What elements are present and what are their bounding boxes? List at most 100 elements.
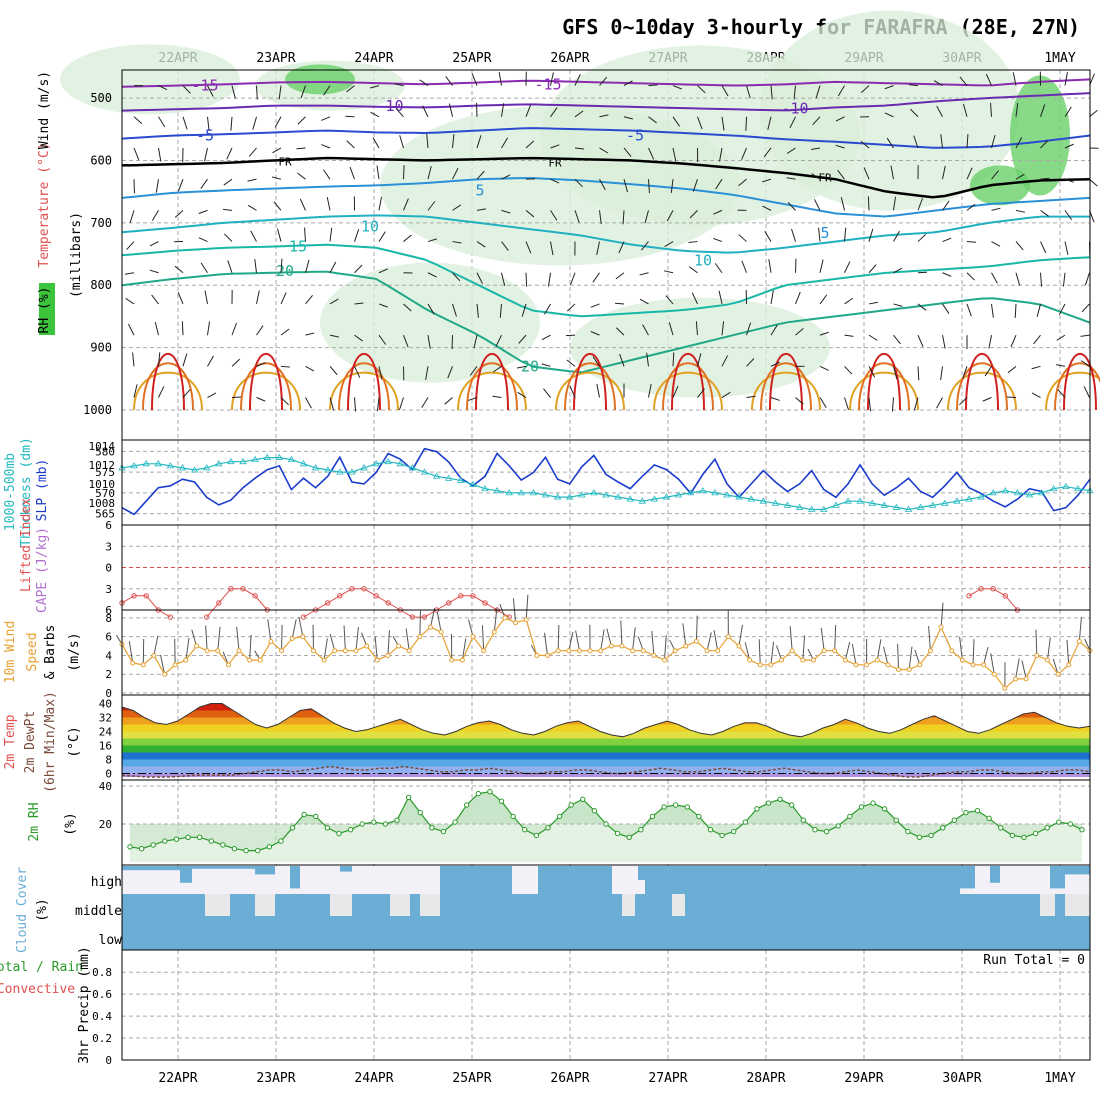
wind-speed-marker <box>470 634 476 640</box>
wind-barb <box>207 321 211 336</box>
wind-barb <box>248 147 257 157</box>
wind-barb <box>473 335 478 349</box>
wind-barb <box>174 265 184 274</box>
cape-panel-label: CAPE (J/kg) <box>35 527 50 613</box>
wind-barb <box>158 116 166 128</box>
upper-panel-label: RH (%) <box>37 287 52 334</box>
temp-tick-label: 0 <box>105 768 112 781</box>
wind-speed-marker <box>438 629 444 635</box>
wind-barb <box>425 366 429 380</box>
wind-barb <box>672 147 677 162</box>
wind-barb <box>427 201 436 211</box>
wind-speed-marker <box>300 634 306 640</box>
isotherm-line <box>121 177 1091 218</box>
wind-barb <box>182 116 188 130</box>
wind-barb <box>444 397 453 405</box>
thickness-marker <box>904 505 913 512</box>
wind-barb <box>795 327 804 336</box>
rh-shading <box>570 297 830 398</box>
wind-barb <box>891 397 894 412</box>
surface-wind-barb <box>914 649 921 665</box>
wind-barb <box>942 200 950 211</box>
wind-barb <box>672 85 682 90</box>
surface-isotherm <box>466 362 518 411</box>
thickness-marker <box>820 505 828 512</box>
wind-barb <box>721 355 729 367</box>
rh-shading <box>60 44 240 115</box>
wind-barb <box>158 85 168 91</box>
wind-speed-marker <box>576 648 582 654</box>
wind-barb <box>746 358 755 367</box>
wind-barb <box>1040 104 1046 117</box>
wind-barb <box>819 365 829 371</box>
wind-barb <box>917 233 927 242</box>
cloud-panel-label: (%) <box>35 898 50 921</box>
surface-isotherm <box>769 352 803 411</box>
wind-barb <box>223 178 233 186</box>
wind-barb <box>419 79 429 87</box>
li-tick-label: 6 <box>105 519 112 532</box>
surface-isotherm <box>1063 352 1097 411</box>
rh-marker <box>638 827 644 833</box>
rh-fill <box>130 791 1082 862</box>
wind-barb <box>641 241 649 251</box>
wind-barb <box>642 324 649 336</box>
wind-speed-line <box>121 617 1091 690</box>
wind-barb <box>427 165 432 180</box>
wind-barb <box>422 105 429 118</box>
wind-barb <box>492 365 502 373</box>
thickness-marker <box>723 491 731 498</box>
temp-color-band <box>122 759 1090 767</box>
wind-speed-marker <box>1055 671 1061 677</box>
wind-barb <box>200 178 208 189</box>
wind-barb <box>1015 102 1019 117</box>
surface-wind-barb <box>281 624 283 651</box>
pressure-tick-label: 500 <box>90 91 112 105</box>
surface-wind-barb <box>883 646 889 665</box>
thickness-marker <box>711 489 719 496</box>
wind-barb <box>198 209 208 214</box>
rh-marker <box>580 796 586 802</box>
rh-marker <box>963 809 969 816</box>
rh-marker <box>173 836 180 842</box>
wind-barb <box>746 85 751 99</box>
wind-speed-marker <box>683 643 689 649</box>
wind-speed-marker <box>693 638 699 644</box>
wind-barb <box>942 165 946 180</box>
wind-barb <box>966 303 972 317</box>
rh-marker <box>684 804 690 810</box>
surface-wind-barb <box>323 638 328 661</box>
rh-marker <box>1032 830 1039 837</box>
surface-wind-barb <box>575 630 580 651</box>
wind-speed-marker <box>959 657 965 663</box>
wind-barb <box>786 177 796 180</box>
rh-marker <box>951 817 957 823</box>
wind-barb <box>222 208 233 211</box>
cloud-mid-gap <box>622 894 635 916</box>
rh-marker <box>847 813 853 820</box>
wind-barb <box>697 116 703 130</box>
wind-barb <box>1015 137 1023 149</box>
wind-barb <box>1083 386 1090 398</box>
thickness-marker <box>590 489 598 496</box>
wind-barb <box>691 292 698 305</box>
wind-barb <box>982 397 992 402</box>
wind-barb <box>795 291 801 305</box>
surface-wind-barb <box>695 615 698 642</box>
wind-barb <box>665 295 674 305</box>
temp-color-band <box>122 752 1090 760</box>
wind-tick-label: 2 <box>105 668 112 681</box>
wind-barb <box>815 85 821 99</box>
wind-barb <box>697 85 706 94</box>
rh-marker <box>765 800 772 806</box>
wind-barb <box>1056 334 1066 341</box>
wind-barb <box>570 272 576 286</box>
wind-barb <box>721 321 725 336</box>
wind-barb <box>297 172 306 180</box>
isotherm-label: 10 <box>361 218 379 236</box>
wind-barb <box>151 210 159 221</box>
wind-barb <box>936 105 943 118</box>
wind-barb <box>648 179 650 194</box>
wind-barb <box>770 85 773 100</box>
wind-barb <box>574 147 585 150</box>
